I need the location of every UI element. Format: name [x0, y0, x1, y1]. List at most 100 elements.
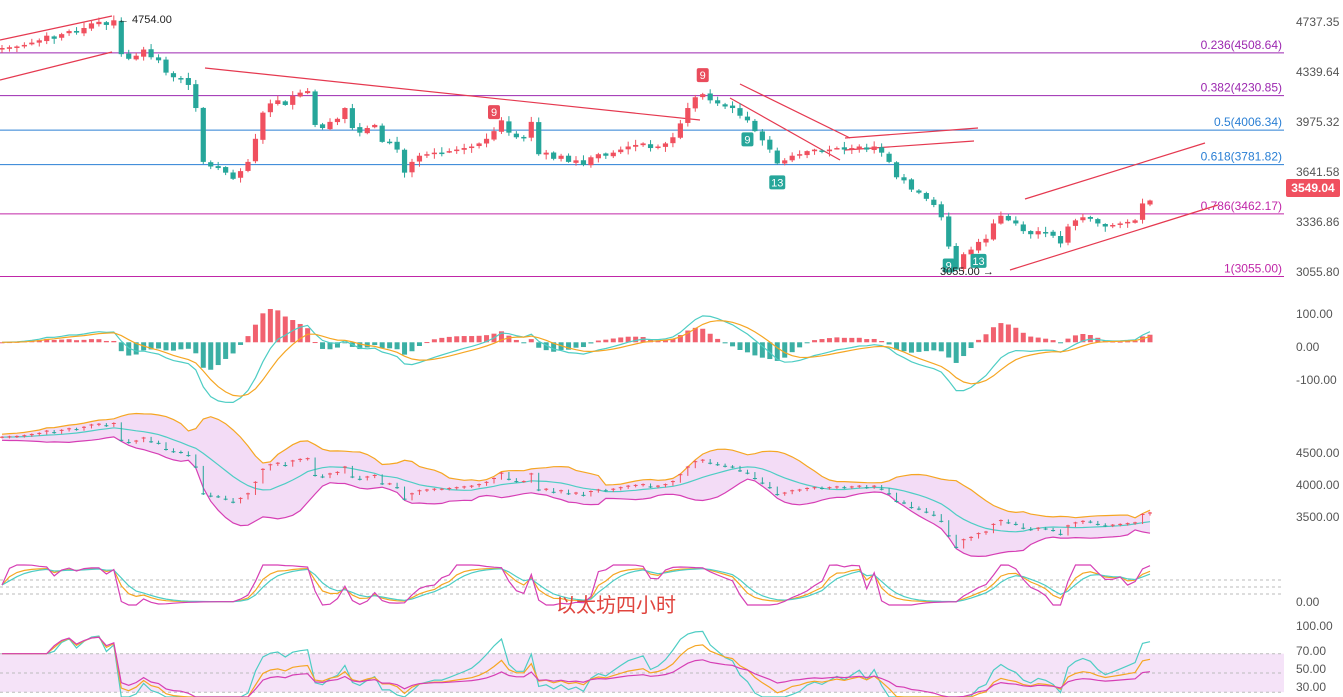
- candle[interactable]: [223, 167, 229, 173]
- candle[interactable]: [722, 104, 728, 107]
- candle[interactable]: [811, 149, 818, 152]
- candle[interactable]: [737, 108, 743, 116]
- candle[interactable]: [476, 143, 482, 147]
- candle[interactable]: [334, 118, 341, 123]
- candle[interactable]: [893, 162, 900, 178]
- candle[interactable]: [163, 59, 169, 73]
- candle[interactable]: [394, 141, 400, 150]
- candle[interactable]: [908, 179, 915, 190]
- candle[interactable]: [1065, 226, 1071, 243]
- candle[interactable]: [946, 216, 952, 247]
- candle[interactable]: [692, 97, 698, 109]
- candle[interactable]: [141, 49, 147, 57]
- candle[interactable]: [1050, 231, 1056, 236]
- candle[interactable]: [319, 124, 326, 129]
- candle[interactable]: [29, 42, 35, 45]
- candle[interactable]: [66, 31, 72, 34]
- candle[interactable]: [536, 122, 542, 155]
- candle[interactable]: [834, 148, 840, 150]
- candle[interactable]: [558, 155, 564, 159]
- candle[interactable]: [1020, 224, 1026, 232]
- candle[interactable]: [655, 146, 661, 149]
- candle[interactable]: [1043, 232, 1049, 234]
- candle[interactable]: [21, 44, 27, 47]
- candle[interactable]: [588, 157, 594, 166]
- candle[interactable]: [178, 78, 184, 80]
- candle[interactable]: [275, 100, 281, 104]
- candle[interactable]: [1095, 219, 1101, 224]
- candle[interactable]: [715, 100, 721, 104]
- candle[interactable]: [1117, 223, 1123, 225]
- candle[interactable]: [782, 160, 788, 164]
- candle[interactable]: [886, 153, 892, 162]
- candle[interactable]: [864, 147, 870, 150]
- candle[interactable]: [983, 238, 989, 243]
- candle[interactable]: [975, 241, 982, 251]
- candle[interactable]: [111, 20, 117, 26]
- candle[interactable]: [51, 36, 57, 39]
- candle[interactable]: [871, 146, 877, 151]
- candle[interactable]: [498, 120, 505, 132]
- candle[interactable]: [454, 149, 460, 152]
- candle[interactable]: [14, 46, 20, 48]
- candle[interactable]: [789, 155, 795, 161]
- candle[interactable]: [841, 147, 847, 150]
- candle[interactable]: [1132, 220, 1138, 223]
- candle[interactable]: [647, 144, 654, 149]
- candle[interactable]: [923, 193, 929, 199]
- bollinger-panel[interactable]: 4500.00 4000.00 3500.00: [0, 412, 1340, 558]
- candle[interactable]: [633, 144, 639, 147]
- candle[interactable]: [729, 105, 736, 109]
- candle[interactable]: [1125, 221, 1131, 224]
- candle[interactable]: [170, 73, 177, 78]
- candle[interactable]: [1110, 224, 1116, 227]
- candle[interactable]: [483, 138, 490, 144]
- candle[interactable]: [0, 48, 5, 50]
- candle[interactable]: [595, 154, 601, 159]
- candle[interactable]: [59, 34, 65, 38]
- candle[interactable]: [685, 108, 691, 123]
- candle[interactable]: [424, 154, 430, 156]
- candle[interactable]: [1057, 236, 1064, 244]
- candle[interactable]: [431, 152, 437, 155]
- candle[interactable]: [819, 150, 825, 152]
- candle[interactable]: [580, 160, 587, 165]
- candle[interactable]: [1035, 231, 1041, 235]
- candle[interactable]: [916, 190, 922, 193]
- candle[interactable]: [96, 21, 102, 25]
- candle[interactable]: [372, 124, 378, 128]
- candle[interactable]: [1005, 215, 1011, 221]
- candle[interactable]: [603, 153, 609, 156]
- candlesticks[interactable]: [0, 15, 1153, 273]
- candle[interactable]: [961, 254, 967, 270]
- candle[interactable]: [88, 23, 95, 29]
- candle[interactable]: [700, 94, 706, 98]
- candle[interactable]: [469, 146, 475, 149]
- candle[interactable]: [185, 78, 191, 85]
- candle[interactable]: [752, 120, 758, 132]
- candle[interactable]: [506, 121, 512, 133]
- candle[interactable]: [252, 138, 259, 162]
- candle[interactable]: [73, 30, 80, 33]
- candle[interactable]: [1087, 217, 1093, 219]
- candle[interactable]: [573, 160, 579, 163]
- candle[interactable]: [379, 125, 385, 142]
- candle[interactable]: [282, 101, 288, 105]
- candle[interactable]: [290, 95, 296, 105]
- candle[interactable]: [215, 166, 221, 169]
- candle[interactable]: [1028, 231, 1034, 235]
- candle[interactable]: [931, 199, 937, 205]
- kdj-panel[interactable]: 0.00: [0, 564, 1320, 609]
- candle[interactable]: [879, 147, 885, 153]
- candle[interactable]: [618, 149, 624, 153]
- candle[interactable]: [297, 92, 303, 97]
- candle[interactable]: [133, 55, 139, 60]
- candle[interactable]: [230, 172, 236, 179]
- candle[interactable]: [6, 47, 13, 49]
- candle[interactable]: [953, 246, 959, 270]
- candle[interactable]: [938, 204, 944, 218]
- candle[interactable]: [1147, 200, 1153, 205]
- candle[interactable]: [81, 28, 87, 34]
- candle[interactable]: [193, 84, 199, 109]
- candle[interactable]: [849, 148, 855, 150]
